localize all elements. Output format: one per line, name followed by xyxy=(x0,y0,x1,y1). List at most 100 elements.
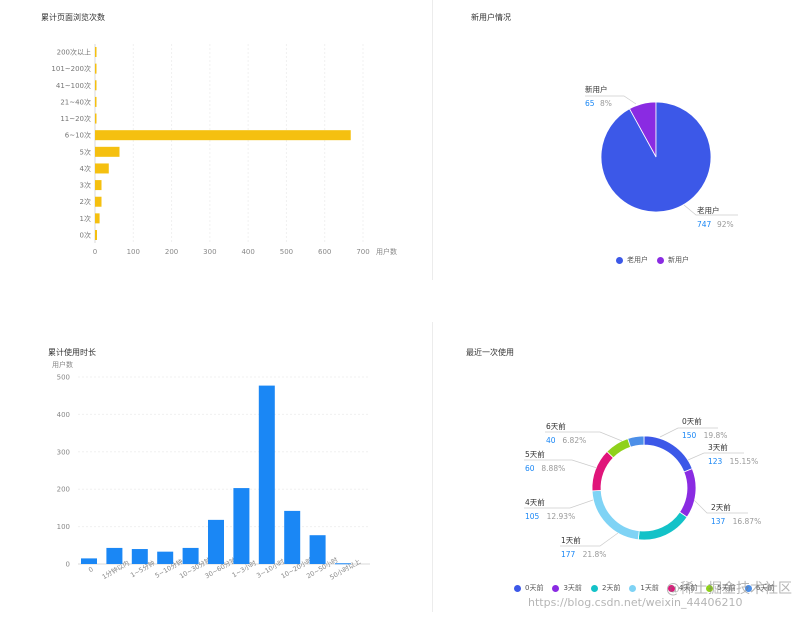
chart4-label-pct: 12.93% xyxy=(547,512,576,521)
chart2-title: 新用户情况 xyxy=(471,13,511,22)
chart3-ytick: 500 xyxy=(57,374,70,382)
chart3-ylabel: 用户数 xyxy=(52,360,73,369)
chart3-bar xyxy=(208,519,224,564)
legend-item-0d[interactable]: 0天前 xyxy=(514,583,543,593)
chart4-label-name: 1天前 xyxy=(561,535,581,545)
chart4-label-name: 0天前 xyxy=(682,416,702,426)
chart3-title: 累计使用时长 xyxy=(48,348,96,357)
chart1-ytick: 3次 xyxy=(80,181,91,190)
chart4-label-value: 60 xyxy=(525,464,535,473)
chart4-label-pct: 8.88% xyxy=(541,464,565,473)
chart1-ytick: 200次以上 xyxy=(57,48,91,57)
chart3-ytick: 300 xyxy=(57,448,70,456)
chart4-label-value: 105 xyxy=(525,512,540,521)
chart3-ytick: 100 xyxy=(57,523,70,531)
chart4-label-name: 3天前 xyxy=(708,442,728,452)
chart4-label-value: 137 xyxy=(711,517,726,526)
chart1-ytick: 5次 xyxy=(80,147,91,156)
chart1-ytick: 2次 xyxy=(80,197,91,206)
chart4-label-name: 4天前 xyxy=(525,497,545,507)
chart4-legend: 0天前 3天前 2天前 1天前 4天前 5天前 6天前 xyxy=(514,583,783,593)
legend-item-2d[interactable]: 2天前 xyxy=(590,583,620,593)
chart1-ytick: 1次 xyxy=(80,214,91,223)
chart1-bar xyxy=(95,163,109,174)
chart4-label-value: 150 xyxy=(682,431,697,440)
chart3-bar xyxy=(131,549,148,564)
chart1-bar xyxy=(95,130,351,141)
chart4-label-value: 40 xyxy=(546,436,556,445)
chart4-label-pct: 6.82% xyxy=(562,436,586,445)
chart1-bar xyxy=(95,196,102,207)
chart1-bar xyxy=(95,230,97,240)
chart3-bar xyxy=(335,563,351,565)
legend-item-3d[interactable]: 3天前 xyxy=(552,583,582,593)
chart2-leader xyxy=(683,204,738,216)
legend-item-1d[interactable]: 1天前 xyxy=(629,583,659,593)
chart1-ytick: 0次 xyxy=(80,231,91,240)
chart3-bar xyxy=(106,547,123,564)
chart1-bar xyxy=(95,180,102,191)
chart2-leader xyxy=(585,95,637,105)
chart1-ytick: 6~10次 xyxy=(65,131,91,140)
chart1-ytick: 11~20次 xyxy=(60,114,91,123)
chart4-label-name: 6天前 xyxy=(546,421,566,431)
chart4-slice xyxy=(637,511,688,541)
chart3-bar xyxy=(284,510,301,564)
chart4-slice xyxy=(643,435,693,473)
chart4-slice xyxy=(606,438,632,459)
chart4-slice xyxy=(591,450,614,492)
chart3-ytick: 400 xyxy=(57,411,70,419)
legend-item-old-user[interactable]: 老用户 xyxy=(616,255,648,265)
chart4-label-pct: 21.8% xyxy=(583,550,607,559)
chart1-xtick: 600 xyxy=(318,248,331,256)
chart2-label-value: 65 xyxy=(585,99,595,108)
vertical-divider-top xyxy=(432,0,433,280)
chart3-bar xyxy=(81,558,97,564)
chart2-label-pct: 92% xyxy=(717,220,734,229)
legend-item-5d[interactable]: 5天前 xyxy=(706,583,736,593)
chart1-xtick: 700 xyxy=(356,248,369,256)
chart1-bar xyxy=(95,80,97,91)
chart4-label-name: 5天前 xyxy=(525,449,545,459)
vertical-divider-bottom xyxy=(432,322,433,612)
chart4-label-value: 123 xyxy=(708,457,723,466)
chart3-xtick: 0 xyxy=(87,565,95,574)
chart1-ytick: 41~100次 xyxy=(56,81,91,90)
chart4-label-pct: 15.15% xyxy=(730,457,759,466)
legend-item-6d[interactable]: 6天前 xyxy=(744,583,774,593)
chart1-ytick: 101~200次 xyxy=(51,64,91,73)
chart3-bar xyxy=(157,551,174,564)
chart3-ytick: 0 xyxy=(66,561,70,569)
chart4-slice xyxy=(591,489,640,541)
chart1-xtick: 400 xyxy=(241,248,254,256)
chart1-title: 累计页面浏览次数 xyxy=(41,13,105,22)
chart4-title: 最近一次使用 xyxy=(466,348,514,357)
chart1-xtick: 0 xyxy=(93,248,97,256)
chart3-bar xyxy=(233,488,250,564)
chart2-legend: 老用户 新用户 xyxy=(616,255,698,265)
chart1-bar xyxy=(95,47,97,57)
chart4-leader xyxy=(693,499,748,514)
chart2-label-name: 老用户 xyxy=(697,205,720,215)
chart4-leader xyxy=(524,499,594,509)
chart1-ytick: 4次 xyxy=(80,164,91,173)
chart1-ytick: 21~40次 xyxy=(60,97,91,106)
legend-item-4d[interactable]: 4天前 xyxy=(667,583,697,593)
chart1-xlabel: 用户数 xyxy=(376,247,397,256)
chart4-leader xyxy=(545,431,623,442)
chart1-bar xyxy=(95,213,100,224)
chart3-ytick: 200 xyxy=(57,486,70,494)
legend-item-new-user[interactable]: 新用户 xyxy=(657,255,689,265)
chart1-xtick: 100 xyxy=(127,248,140,256)
chart4-leader xyxy=(687,452,744,461)
chart3-bar xyxy=(182,547,199,564)
watermark-line2: https://blog.csdn.net/weixin_44406210 xyxy=(528,596,743,609)
chart1-bar xyxy=(95,63,97,74)
chart1-xtick: 200 xyxy=(165,248,178,256)
watermark-line1: @稀土掘金技术社区 xyxy=(666,581,792,597)
chart4-slice xyxy=(627,435,645,448)
